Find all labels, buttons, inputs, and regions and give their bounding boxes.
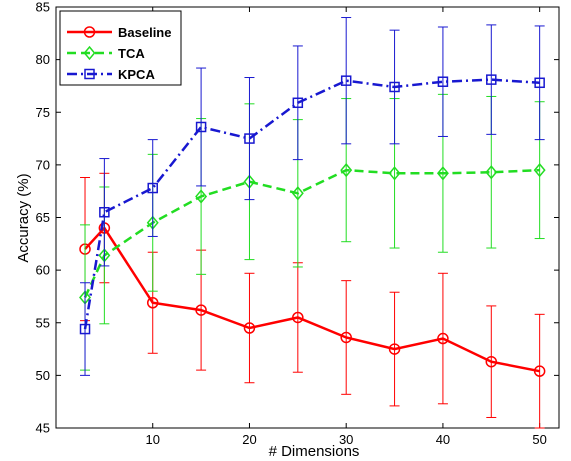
baseline-point — [533, 365, 546, 377]
y-axis: 45 50 55 60 65 70 75 80 85 — [36, 0, 559, 436]
kpca-point — [486, 74, 497, 85]
kpca-series — [79, 17, 545, 376]
legend-item-kpca: KPCA — [67, 67, 155, 82]
legend-label: TCA — [118, 46, 145, 61]
kpca-line — [83, 78, 540, 330]
kpca-point — [292, 97, 304, 109]
kpca-point — [195, 121, 207, 133]
kpca-point — [147, 182, 158, 194]
tca-point — [388, 166, 401, 181]
y-tick-label: 70 — [36, 157, 50, 172]
kpca-point — [340, 75, 352, 86]
x-tick-label: 50 — [532, 432, 546, 447]
legend: Baseline TCA KPCA — [59, 10, 182, 86]
kpca-point — [534, 77, 545, 89]
x-tick-label: 40 — [436, 432, 450, 447]
baseline-point — [485, 355, 498, 368]
legend-swatch-marker — [83, 26, 96, 38]
tca-point — [436, 166, 449, 181]
y-tick-label: 45 — [36, 421, 50, 436]
kpca-point — [244, 133, 255, 144]
baseline-point — [388, 343, 401, 355]
x-axis-label: # Dimensions — [269, 443, 360, 460]
baseline-point — [243, 322, 256, 334]
legend-item-tca: TCA — [67, 45, 145, 61]
kpca-point — [437, 76, 449, 87]
legend-label: KPCA — [118, 67, 155, 82]
y-tick-label: 60 — [36, 263, 50, 278]
x-tick-label: 20 — [242, 432, 256, 447]
baseline-line — [84, 225, 540, 373]
legend-swatch-marker — [83, 45, 96, 61]
tca-point — [291, 186, 304, 201]
y-tick-label: 80 — [36, 52, 50, 67]
legend-swatch-marker — [84, 68, 95, 80]
y-axis-label: Accuracy (%) — [15, 173, 32, 262]
baseline-point — [292, 311, 304, 324]
kpca-point — [79, 323, 91, 335]
y-tick-label: 75 — [36, 105, 50, 120]
y-tick-label: 50 — [36, 368, 50, 383]
y-tick-label: 65 — [36, 210, 50, 225]
x-tick-label: 10 — [145, 432, 159, 447]
y-tick-label: 55 — [36, 315, 50, 330]
tca-point — [533, 162, 546, 178]
baseline-point — [146, 297, 159, 309]
kpca-point — [99, 206, 110, 218]
baseline-point — [437, 332, 449, 345]
tca-point — [485, 165, 498, 180]
x-tick-label: 30 — [339, 432, 353, 447]
baseline-point — [340, 331, 352, 344]
x-axis: 10 20 30 40 50 — [145, 7, 547, 447]
legend-box — [59, 10, 182, 86]
series-layer — [79, 17, 546, 429]
kpca-point — [389, 81, 400, 93]
tca-point — [340, 162, 353, 178]
y-tick-label: 85 — [36, 0, 50, 15]
tca-line — [83, 168, 540, 299]
baseline-point — [195, 304, 207, 316]
legend-label: Baseline — [118, 25, 171, 40]
legend-item-baseline: Baseline — [67, 25, 171, 40]
tca-point — [195, 189, 208, 204]
